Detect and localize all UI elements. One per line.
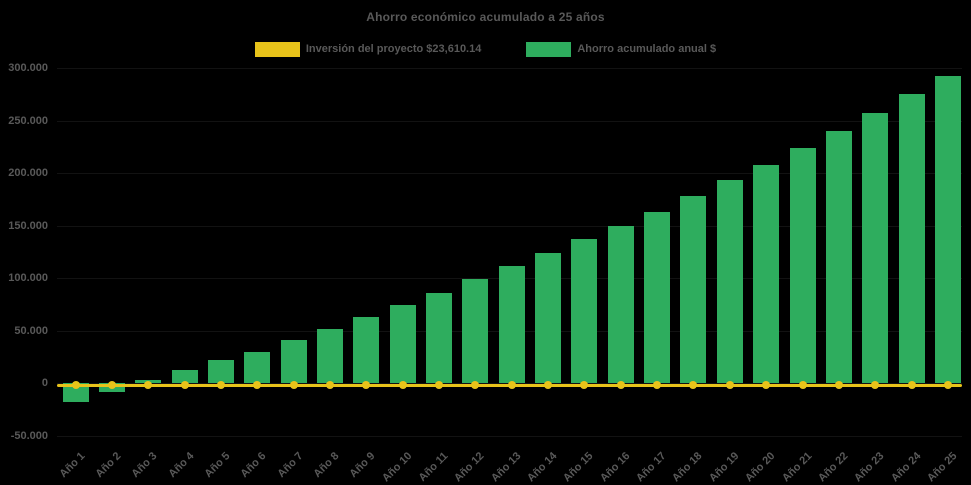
- savings-bar: [644, 211, 671, 383]
- investment-line-marker: [544, 381, 553, 389]
- investment-line-marker: [834, 381, 843, 389]
- chart-title: Ahorro económico acumulado a 25 años: [366, 10, 605, 24]
- savings-legend-label: Ahorro acumulado anual $: [577, 43, 717, 55]
- investment-line-marker: [71, 381, 80, 389]
- gridline: [57, 436, 962, 437]
- y-axis-tick-label: 50.000: [14, 324, 48, 337]
- investment-line-marker: [943, 381, 952, 389]
- savings-bar: [462, 279, 489, 383]
- savings-bar: [825, 131, 852, 383]
- investment-line-marker: [216, 381, 225, 389]
- investment-line-marker: [362, 381, 371, 389]
- legend-item-investment: Inversión del proyecto $23,610.14: [254, 41, 482, 57]
- investment-line-marker: [580, 381, 589, 389]
- y-axis-tick-label: 100.000: [8, 272, 48, 284]
- investment-line-marker: [471, 381, 480, 389]
- y-axis-tick-label: 250.000: [8, 114, 48, 127]
- y-axis-tick-label: 300.000: [8, 62, 48, 74]
- x-axis-tick-label: Año 1: [56, 450, 87, 481]
- y-axis-tick-label: 150.000: [8, 219, 48, 232]
- savings-bar: [535, 252, 562, 383]
- investment-line-marker: [398, 381, 407, 389]
- savings-bar: [934, 76, 961, 383]
- y-axis-tick-label: 0: [41, 377, 48, 389]
- gridline: [57, 121, 962, 122]
- savings-bar: [389, 305, 416, 383]
- investment-line-marker: [107, 381, 116, 389]
- investment-line-marker: [907, 381, 916, 389]
- savings-bar: [680, 196, 707, 383]
- savings-legend-swatch: [526, 41, 572, 57]
- savings-bar: [280, 339, 307, 383]
- investment-line-marker: [325, 381, 334, 389]
- savings-bar: [207, 359, 234, 383]
- investment-legend-swatch: [254, 41, 300, 57]
- savings-bar: [353, 316, 380, 383]
- investment-line-marker: [689, 381, 698, 389]
- investment-line-marker: [871, 381, 880, 389]
- investment-legend-label: Inversión del proyecto $23,610.14: [305, 43, 482, 55]
- investment-line-marker: [435, 381, 443, 389]
- gridline: [57, 68, 962, 69]
- investment-line-marker: [507, 381, 516, 389]
- investment-line-marker: [144, 381, 153, 389]
- y-axis-tick-label: 200.000: [8, 167, 48, 179]
- gridline: [57, 226, 962, 227]
- savings-bar: [316, 328, 343, 383]
- chart-legend: Inversión del proyecto $23,610.14 Ahorro…: [0, 41, 971, 57]
- investment-line-marker: [653, 381, 662, 389]
- investment-line-marker: [616, 381, 625, 389]
- savings-bar: [753, 164, 780, 383]
- legend-item-savings: Ahorro acumulado anual $: [526, 41, 717, 57]
- savings-bar: [171, 370, 198, 383]
- savings-bar: [426, 292, 452, 383]
- investment-line-marker: [725, 381, 734, 389]
- savings-bar: [862, 113, 889, 383]
- investment-line-marker: [180, 381, 189, 389]
- savings-bar: [498, 266, 525, 383]
- investment-line-marker: [289, 381, 298, 389]
- savings-bar: [571, 239, 598, 383]
- investment-line-marker: [253, 381, 262, 389]
- y-axis-tick-label: -50.000: [10, 429, 48, 442]
- investment-line-marker: [762, 381, 771, 389]
- savings-bar: [789, 147, 816, 383]
- savings-bar: [62, 383, 89, 402]
- savings-bar: [898, 94, 925, 383]
- savings-bar: [244, 351, 271, 383]
- investment-line-marker: [798, 381, 807, 389]
- savings-bar: [716, 180, 743, 383]
- gridline: [57, 173, 962, 174]
- savings-bar: [607, 225, 634, 383]
